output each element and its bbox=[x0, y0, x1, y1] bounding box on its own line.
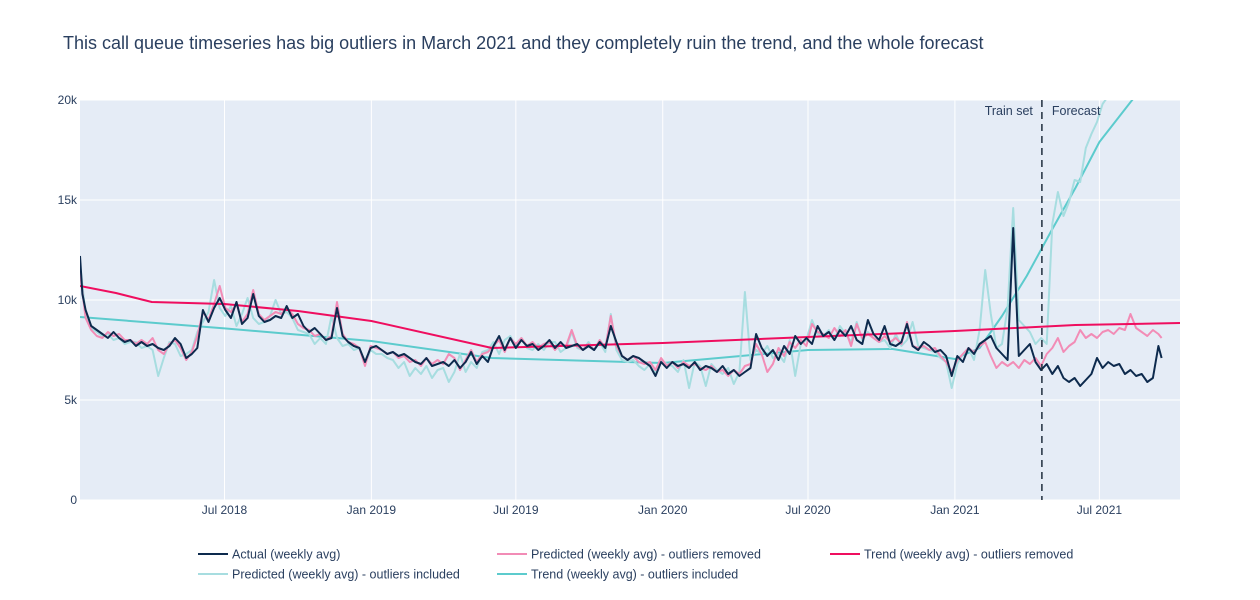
x-tick-label: Jul 2018 bbox=[202, 503, 248, 517]
legend-item[interactable]: Actual (weekly avg) bbox=[198, 548, 340, 562]
legend-label: Trend (weekly avg) - outliers included bbox=[531, 568, 738, 582]
y-tick-label: 0 bbox=[70, 493, 77, 507]
legend-item[interactable]: Predicted (weekly avg) - outliers includ… bbox=[198, 568, 460, 582]
x-tick-label: Jan 2019 bbox=[347, 503, 397, 517]
x-tick-label: Jul 2020 bbox=[785, 503, 831, 517]
x-tick-label: Jan 2021 bbox=[930, 503, 980, 517]
legend: Actual (weekly avg) Predicted (weekly avg… bbox=[198, 548, 1073, 582]
legend-label: Predicted (weekly avg) - outliers remove… bbox=[531, 548, 761, 562]
legend-item[interactable]: Trend (weekly avg) - outliers removed bbox=[830, 548, 1073, 562]
legend-item[interactable]: Predicted (weekly avg) - outliers remove… bbox=[497, 548, 761, 562]
y-tick-label: 10k bbox=[58, 293, 78, 307]
legend-item[interactable]: Trend (weekly avg) - outliers included bbox=[497, 568, 738, 582]
x-tick-label: Jul 2019 bbox=[493, 503, 539, 517]
forecast-label: Forecast bbox=[1052, 104, 1101, 118]
x-tick-label: Jul 2021 bbox=[1077, 503, 1123, 517]
legend-label: Trend (weekly avg) - outliers removed bbox=[864, 548, 1073, 562]
legend-label: Actual (weekly avg) bbox=[232, 548, 340, 562]
y-tick-label: 5k bbox=[64, 393, 78, 407]
y-tick-label: 15k bbox=[58, 193, 78, 207]
legend-label: Predicted (weekly avg) - outliers includ… bbox=[232, 568, 460, 582]
chart-svg: Train set Forecast 0 5k 10k 15k 20k Jul 2018 Ja… bbox=[0, 0, 1260, 600]
y-tick-label: 20k bbox=[58, 93, 78, 107]
x-tick-label: Jan 2020 bbox=[638, 503, 688, 517]
train-set-label: Train set bbox=[985, 104, 1034, 118]
